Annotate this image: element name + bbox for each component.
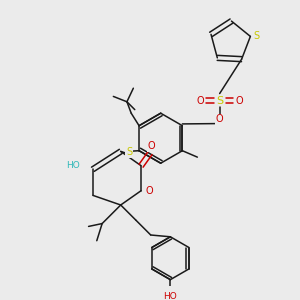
Text: O: O: [148, 141, 156, 151]
Text: O: O: [216, 114, 224, 124]
Text: O: O: [196, 96, 204, 106]
Text: HO: HO: [67, 161, 80, 170]
Text: S: S: [254, 32, 260, 41]
Text: S: S: [216, 96, 223, 106]
Text: O: O: [145, 186, 153, 196]
Text: O: O: [236, 96, 243, 106]
Text: HO: HO: [164, 292, 177, 300]
Text: S: S: [126, 148, 132, 158]
